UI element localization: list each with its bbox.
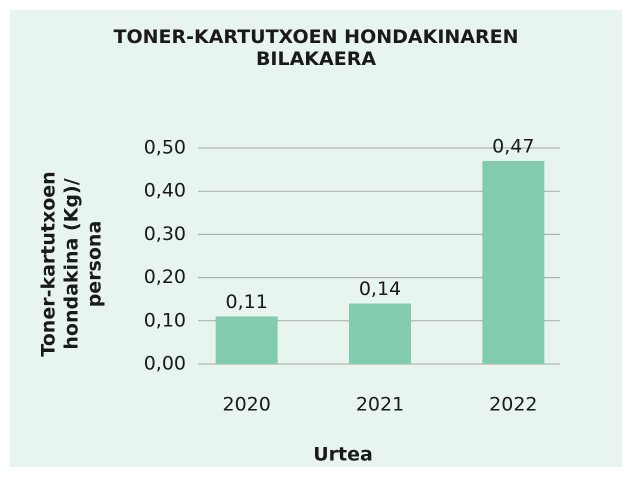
y-tick-label: 0,50 <box>144 137 186 159</box>
y-tick-label: 0,20 <box>144 266 186 288</box>
y-tick-label: 0,40 <box>144 180 186 202</box>
bar <box>349 303 411 364</box>
x-tick-label: 2021 <box>356 394 404 416</box>
x-tick-label: 2020 <box>222 394 270 416</box>
y-tick-label: 0,00 <box>144 353 186 375</box>
data-label: 0,47 <box>492 135 534 157</box>
data-label: 0,11 <box>226 291 268 313</box>
y-tick-label: 0,30 <box>144 223 186 245</box>
bar <box>215 316 278 364</box>
chart-title: TONER-KARTUTXOEN HONDAKINAREN BILAKAERA <box>113 26 519 70</box>
bar <box>482 160 545 364</box>
data-label: 0,14 <box>359 278 401 300</box>
y-tick-label: 0,10 <box>144 309 186 331</box>
x-tick-label: 2022 <box>489 394 537 416</box>
x-axis-label: Urtea <box>313 444 373 466</box>
